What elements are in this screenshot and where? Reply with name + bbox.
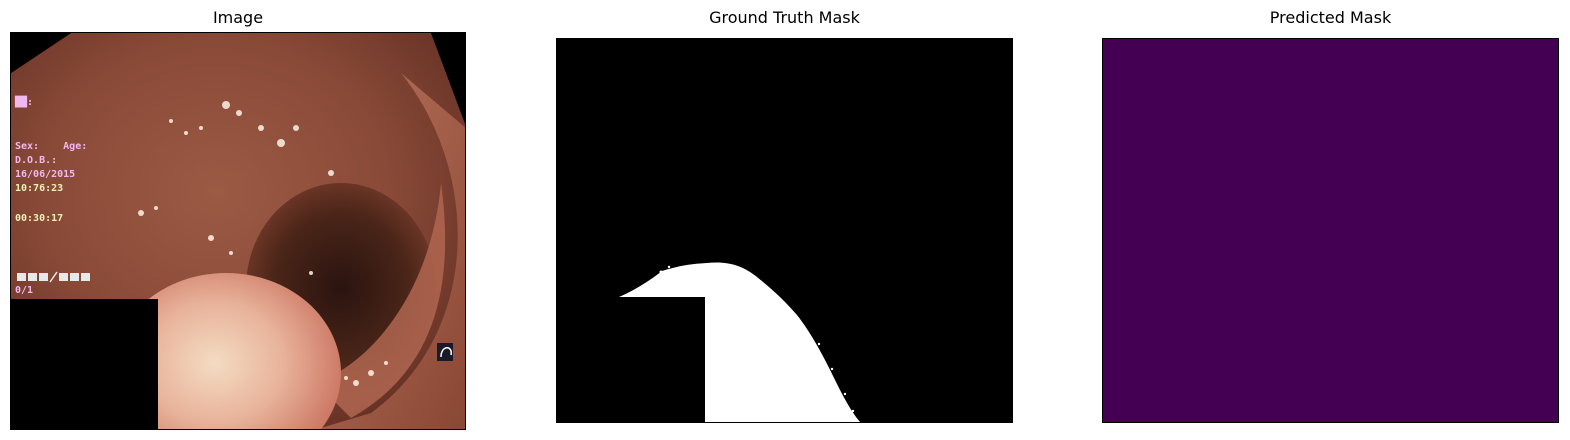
endoscopy-image-drawing — [11, 33, 466, 430]
ground-truth-mask — [556, 38, 1013, 423]
predicted-panel-title: Predicted Mask — [1102, 8, 1559, 27]
image-panel-title: Image — [10, 8, 466, 27]
overlay-dob: D.O.B.: — [15, 155, 57, 167]
endoscopy-image: ██: Sex: Age: D.O.B.: 16/06/2015 10:76:2… — [10, 32, 466, 430]
overlay-sex-age: Sex: Age: — [15, 141, 87, 153]
predicted-mask — [1102, 38, 1559, 423]
overlay-counter: 0/1 — [15, 285, 33, 297]
overlay-elapsed: 00:30:17 — [15, 213, 63, 225]
ground-truth-panel-title: Ground Truth Mask — [556, 8, 1013, 27]
ground-truth-mask-shape — [557, 39, 1013, 423]
overlay-name-label: ██: — [15, 97, 33, 109]
overlay-date: 16/06/2015 — [15, 169, 75, 181]
overlay-time: 10:76:23 — [15, 183, 63, 195]
